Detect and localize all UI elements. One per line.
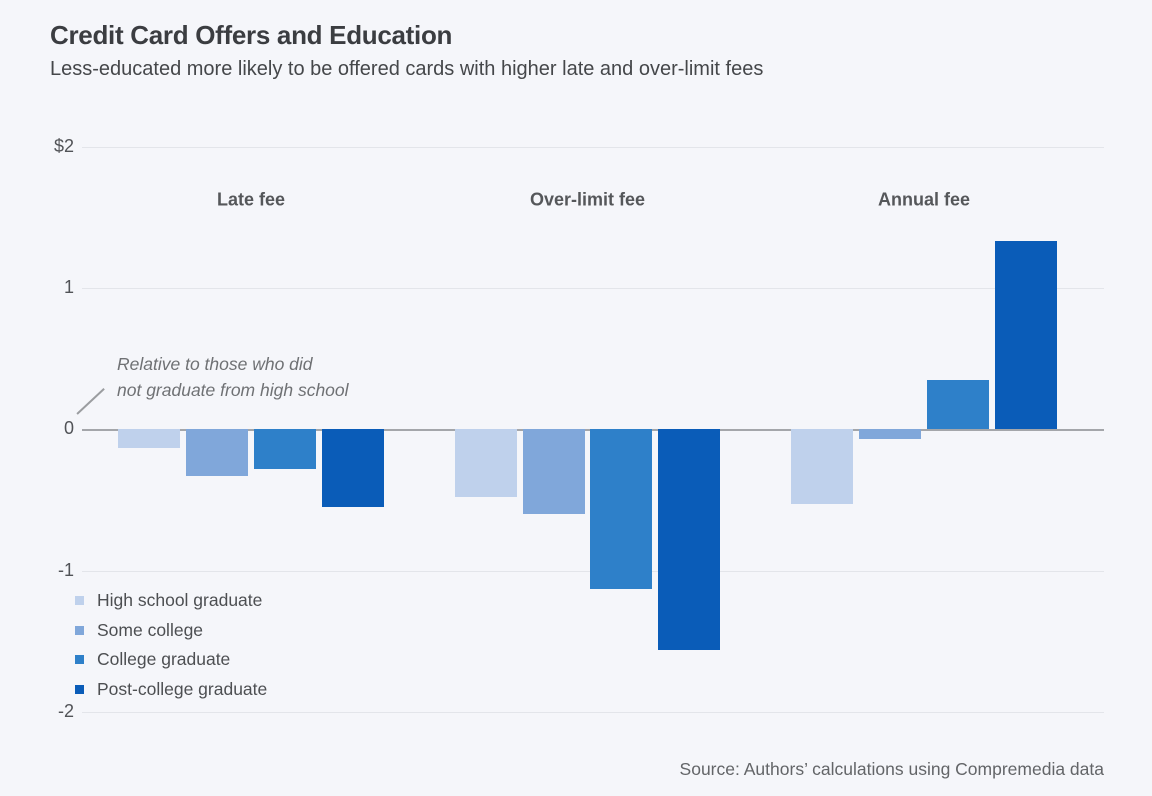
gridline: [82, 711, 1104, 713]
bar: [926, 379, 989, 430]
legend-swatch: [75, 625, 84, 635]
chart-subtitle: Less-educated more likely to be offered …: [50, 58, 764, 80]
legend-item: College graduate: [75, 645, 267, 675]
legend-swatch: [75, 596, 84, 606]
legend-swatch: [75, 655, 84, 665]
source-credit: Source: Authors’ calculations using Comp…: [679, 759, 1104, 779]
bar: [454, 429, 517, 498]
gridline: [82, 288, 1104, 289]
legend-item: Some college: [75, 616, 267, 646]
legend-swatch: [75, 684, 84, 694]
bar: [522, 429, 585, 515]
bar: [994, 241, 1057, 430]
bar: [791, 429, 854, 505]
legend-item: High school graduate: [75, 586, 267, 616]
annotation-line-2: not graduate from high school: [117, 380, 349, 400]
y-axis-tick-label: -2: [57, 700, 74, 721]
legend-label: College graduate: [97, 649, 231, 670]
annotation-text: Relative to those who did not graduate f…: [117, 351, 349, 403]
bar: [859, 429, 922, 440]
category-label: Late fee: [216, 189, 286, 210]
category-label: Over-limit fee: [529, 189, 646, 210]
annotation-line-1: Relative to those who did: [117, 354, 313, 374]
bar: [186, 429, 249, 476]
legend-item: Post-college graduate: [75, 675, 267, 705]
legend: High school graduate Some college College …: [75, 586, 267, 704]
legend-label: Some college: [97, 619, 204, 640]
bar: [590, 429, 653, 589]
bar: [118, 429, 181, 448]
chart-title: Credit Card Offers and Education: [50, 20, 453, 50]
bar: [658, 429, 721, 650]
legend-label: High school graduate: [97, 590, 263, 611]
y-axis-tick-label: 0: [63, 418, 74, 439]
bar: [321, 429, 384, 507]
legend-label: Post-college graduate: [97, 678, 268, 699]
annotation-pointer-line: [76, 388, 105, 415]
gridline: [82, 146, 1104, 148]
bar: [253, 429, 316, 469]
y-axis-tick-label: 1: [63, 277, 74, 298]
category-label: Annual fee: [877, 189, 970, 210]
y-axis-tick-label: -1: [57, 559, 74, 580]
y-axis-tick-label: $2: [53, 135, 74, 156]
